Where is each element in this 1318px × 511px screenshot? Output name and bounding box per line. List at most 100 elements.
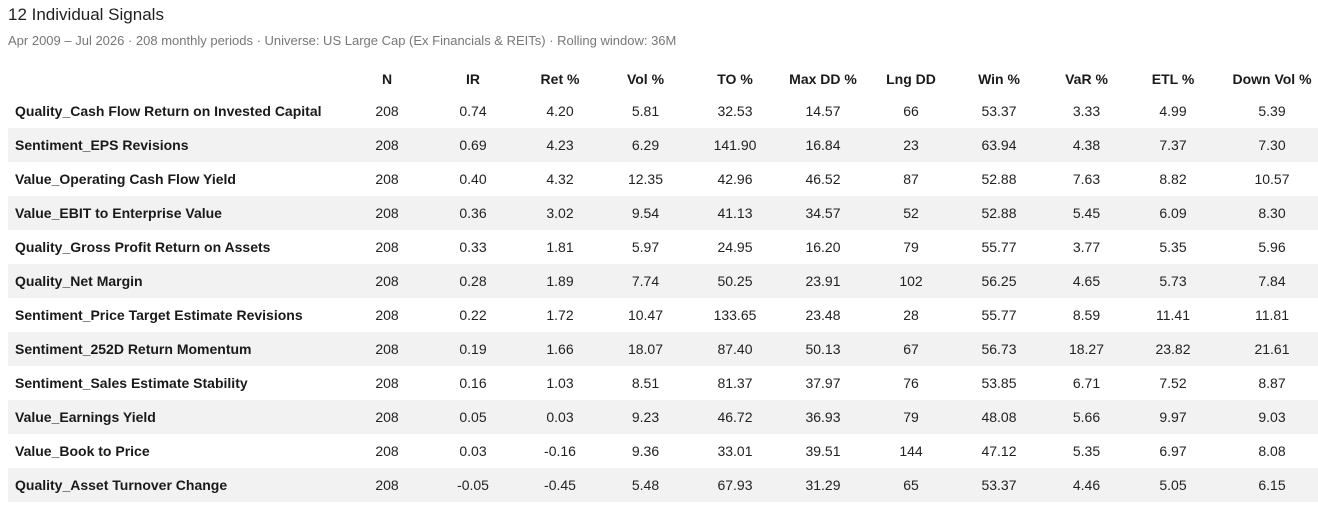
table-cell: 8.30 [1216,196,1318,230]
table-cell: 6.97 [1130,434,1216,468]
table-row: Quality_Net Margin 208 0.28 1.89 7.74 50.25 23… [8,264,1318,298]
table-cell: 0.28 [426,264,520,298]
table-cell: 11.81 [1216,298,1318,332]
column-header: VaR % [1065,71,1108,87]
table-cell: 8.51 [600,366,691,400]
table-cell: 7.37 [1130,128,1216,162]
table-cell: 6.71 [1043,366,1130,400]
table-cell: 9.36 [600,434,691,468]
table-cell: 12.35 [600,162,691,196]
table-cell: 4.65 [1043,264,1130,298]
table-cell: 9.97 [1130,400,1216,434]
table-cell: 5.96 [1216,230,1318,264]
table-cell: 208 [348,298,426,332]
column-header: Down Vol % [1232,71,1312,87]
table-cell: 46.52 [779,162,867,196]
table-cell: 87 [867,162,955,196]
table-cell: 4.32 [520,162,600,196]
table-row: Quality_Cash Flow Return on Invested Cap… [8,94,1318,128]
table-cell: 6.09 [1130,196,1216,230]
signal-name-cell: Quality_Gross Profit Return on Assets [8,230,348,264]
table-body: Quality_Cash Flow Return on Invested Cap… [8,94,1318,502]
table-cell: 0.03 [426,434,520,468]
signal-name-cell: Sentiment_252D Return Momentum [8,332,348,366]
table-cell: 9.03 [1216,400,1318,434]
table-cell: 63.94 [955,128,1043,162]
table-cell: 42.96 [691,162,779,196]
table-cell: 11.41 [1130,298,1216,332]
table-cell: 79 [867,230,955,264]
table-cell: 5.45 [1043,196,1130,230]
table-row: Quality_Asset Turnover Change 208 -0.05 -0.… [8,468,1318,502]
table-cell: 39.51 [779,434,867,468]
table-cell: 18.27 [1043,332,1130,366]
table-cell: 1.03 [520,366,600,400]
table-cell: 4.46 [1043,468,1130,502]
table-cell: 81.37 [691,366,779,400]
table-row: Sentiment_Price Target Estimate Revision… [8,298,1318,332]
table-cell: 7.74 [600,264,691,298]
table-cell: 56.73 [955,332,1043,366]
table-cell: 4.99 [1130,94,1216,128]
table-cell: 33.01 [691,434,779,468]
table-cell: 6.29 [600,128,691,162]
signal-name-cell: Sentiment_Sales Estimate Stability [8,366,348,400]
table-cell: 18.07 [600,332,691,366]
table-row: Value_EBIT to Enterprise Value 208 0.36 3.0… [8,196,1318,230]
table-cell: 208 [348,162,426,196]
table-cell: 3.33 [1043,94,1130,128]
table-cell: 7.84 [1216,264,1318,298]
table-cell: 3.77 [1043,230,1130,264]
table-cell: 1.89 [520,264,600,298]
table-cell: 8.08 [1216,434,1318,468]
table-row: Value_Book to Price 208 0.03 -0.16 9.36 33.01… [8,434,1318,468]
table-cell: 21.61 [1216,332,1318,366]
table-cell: -0.45 [520,468,600,502]
table-cell: 52.88 [955,196,1043,230]
table-cell: 208 [348,400,426,434]
table-cell: 3.02 [520,196,600,230]
table-cell: 5.35 [1130,230,1216,264]
table-cell: 16.84 [779,128,867,162]
table-cell: 23.82 [1130,332,1216,366]
page-subtitle: Apr 2009 – Jul 2026 · 208 monthly period… [8,33,677,48]
column-header: Vol % [626,71,665,87]
table-cell: 208 [348,128,426,162]
table-cell: 41.13 [691,196,779,230]
table-cell: 0.33 [426,230,520,264]
column-header: ETL % [1151,71,1195,87]
table-cell: 66 [867,94,955,128]
table-cell: 5.66 [1043,400,1130,434]
table-cell: 7.30 [1216,128,1318,162]
table-cell: 10.57 [1216,162,1318,196]
table-cell: 1.81 [520,230,600,264]
column-header: Lng DD [886,71,936,87]
table-cell: 0.74 [426,94,520,128]
table-cell: 5.81 [600,94,691,128]
signal-name-cell: Value_Book to Price [8,434,348,468]
table-cell: 34.57 [779,196,867,230]
table-cell: 208 [348,332,426,366]
table-cell: 67 [867,332,955,366]
table-cell: 4.23 [520,128,600,162]
table-header-row: N IR Ret % Vol % TO % Max DD % Lng DD Win % VaR … [8,64,1318,94]
table-cell: 50.13 [779,332,867,366]
table-cell: 50.25 [691,264,779,298]
table-cell: 0.05 [426,400,520,434]
table-row: Sentiment_252D Return Momentum 208 0.19 1.6… [8,332,1318,366]
column-header [8,64,348,94]
table-cell: 67.93 [691,468,779,502]
table-cell: 8.82 [1130,162,1216,196]
table-cell: 87.40 [691,332,779,366]
table-cell: 52.88 [955,162,1043,196]
table-cell: 32.53 [691,94,779,128]
table-cell: 36.93 [779,400,867,434]
table-row: Sentiment_EPS Revisions 208 0.69 4.23 6.29 14… [8,128,1318,162]
table-cell: 65 [867,468,955,502]
table-cell: 1.66 [520,332,600,366]
table-cell: 23.91 [779,264,867,298]
table-cell: 5.48 [600,468,691,502]
signal-name-cell: Value_EBIT to Enterprise Value [8,196,348,230]
signal-name-cell: Quality_Asset Turnover Change [8,468,348,502]
table-cell: 208 [348,94,426,128]
